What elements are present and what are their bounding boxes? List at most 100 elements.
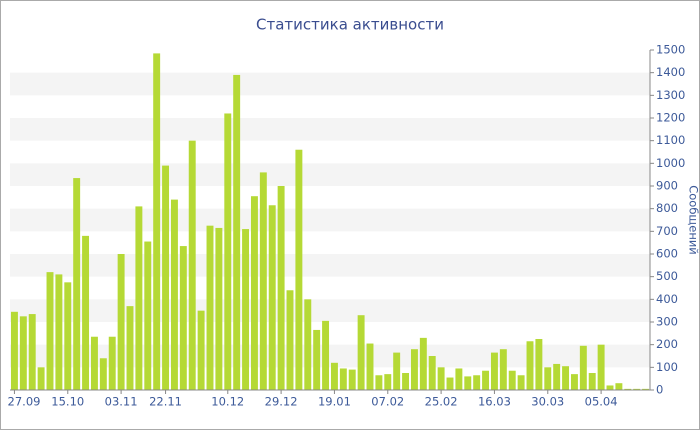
x-tick-label: 25.02 xyxy=(425,395,458,409)
bar xyxy=(562,366,570,390)
bar xyxy=(419,337,427,390)
y-tick-label: 1200 xyxy=(656,111,685,125)
y-tick-label: 700 xyxy=(656,224,678,238)
y-tick-label: 1500 xyxy=(656,43,685,57)
y-tick-label: 100 xyxy=(656,360,678,374)
bar xyxy=(259,172,267,390)
bar xyxy=(473,375,481,390)
x-tick-label: 05.04 xyxy=(585,395,618,409)
bar xyxy=(250,196,258,390)
bar xyxy=(348,369,356,390)
bar xyxy=(490,352,498,390)
y-tick-label: 1300 xyxy=(656,88,685,102)
y-tick-label: 300 xyxy=(656,315,678,329)
x-tick-label: 03.11 xyxy=(105,395,138,409)
bar xyxy=(108,336,116,390)
bar xyxy=(117,254,125,390)
bar xyxy=(384,374,392,390)
y-tick-label: 0 xyxy=(656,383,663,397)
bar xyxy=(277,186,285,390)
x-tick-label: 16.03 xyxy=(478,395,511,409)
bar xyxy=(508,370,516,390)
bar xyxy=(162,165,170,390)
bar xyxy=(224,113,232,390)
bar xyxy=(330,362,338,390)
x-tick-label: 19.01 xyxy=(318,395,351,409)
y-tick-label: 200 xyxy=(656,337,678,351)
grid-band xyxy=(10,118,650,141)
bar xyxy=(286,290,294,390)
bar xyxy=(393,352,401,390)
bar xyxy=(482,370,490,390)
bar xyxy=(126,306,134,390)
bar xyxy=(10,311,18,390)
bar xyxy=(304,299,312,390)
grid-band xyxy=(10,299,650,322)
y-tick-label: 600 xyxy=(656,247,678,261)
bar xyxy=(197,310,205,390)
bar xyxy=(37,367,45,390)
bar xyxy=(144,241,152,390)
bar xyxy=(46,272,54,390)
chart-title: Статистика активности xyxy=(256,16,444,34)
bar xyxy=(366,343,374,390)
bar xyxy=(233,74,241,390)
bar xyxy=(188,140,196,390)
x-tick-label: 10.12 xyxy=(211,395,244,409)
y-tick-label: 1400 xyxy=(656,65,685,79)
bar xyxy=(135,206,143,390)
bar xyxy=(428,356,436,390)
bar xyxy=(206,225,214,390)
x-tick-label: 30.03 xyxy=(531,395,564,409)
bar xyxy=(535,339,543,390)
bar xyxy=(499,349,507,390)
bar xyxy=(588,373,596,390)
x-tick-label: 22.11 xyxy=(149,395,182,409)
bar xyxy=(375,375,383,390)
bar xyxy=(606,385,614,390)
bar xyxy=(268,205,276,390)
y-tick-label: 900 xyxy=(656,179,678,193)
bar xyxy=(295,149,303,390)
x-tick-label: 29.12 xyxy=(265,395,298,409)
y-tick-label: 400 xyxy=(656,292,678,306)
grid-band xyxy=(10,254,650,277)
x-tick-label: 27.09 xyxy=(8,395,41,409)
bar xyxy=(90,336,98,390)
x-tick-label: 15.10 xyxy=(51,395,84,409)
grid-band xyxy=(10,344,650,368)
bar xyxy=(19,316,27,390)
bar xyxy=(215,227,223,390)
bar xyxy=(73,178,81,390)
bar xyxy=(446,377,454,390)
bar xyxy=(642,388,650,390)
bar xyxy=(526,341,534,390)
bar xyxy=(579,345,587,390)
bar xyxy=(64,282,72,390)
bar xyxy=(633,388,641,390)
grid-band xyxy=(10,163,650,186)
grid-band xyxy=(10,72,650,96)
y-tick-label: 1000 xyxy=(656,156,685,170)
bar xyxy=(597,344,605,390)
x-tick-label: 07.02 xyxy=(371,395,404,409)
bar xyxy=(55,274,63,390)
bar xyxy=(455,368,463,390)
bar xyxy=(357,315,365,390)
grid-band xyxy=(10,208,650,232)
bar xyxy=(410,349,418,390)
bar xyxy=(402,373,410,390)
bar xyxy=(322,320,330,390)
bar xyxy=(170,199,178,390)
bar xyxy=(570,374,578,390)
bar xyxy=(339,368,347,390)
y-axis-title: Сообщений xyxy=(687,185,700,255)
bar xyxy=(179,246,187,390)
bar xyxy=(553,363,561,390)
bar xyxy=(28,314,36,390)
bar xyxy=(437,367,445,390)
bar xyxy=(242,229,250,390)
y-tick-label: 500 xyxy=(656,269,678,283)
bar xyxy=(544,367,552,390)
